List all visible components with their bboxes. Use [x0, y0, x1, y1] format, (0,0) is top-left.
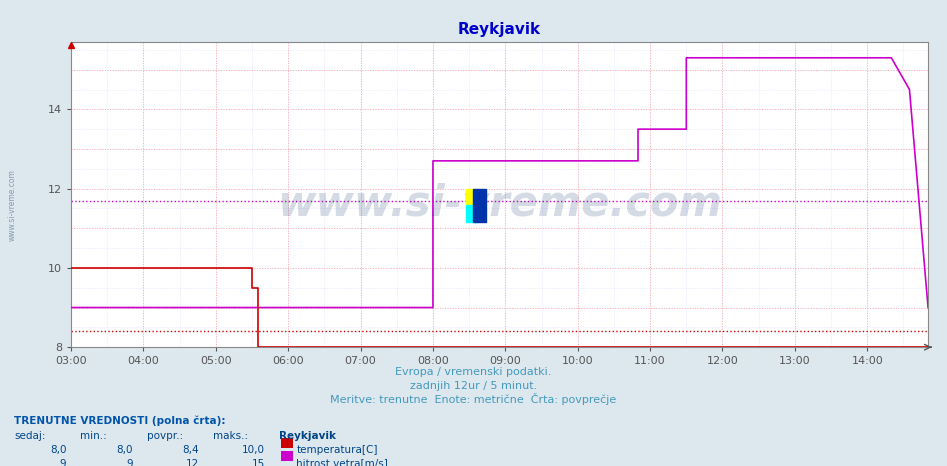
Text: min.:: min.:	[80, 431, 107, 440]
Text: hitrost vetra[m/s]: hitrost vetra[m/s]	[296, 459, 388, 466]
Title: Reykjavik: Reykjavik	[458, 21, 541, 37]
Text: maks.:: maks.:	[213, 431, 248, 440]
Text: zadnjih 12ur / 5 minut.: zadnjih 12ur / 5 minut.	[410, 381, 537, 391]
Text: Evropa / vremenski podatki.: Evropa / vremenski podatki.	[395, 367, 552, 377]
Text: povpr.:: povpr.:	[147, 431, 183, 440]
Text: 8,0: 8,0	[50, 445, 66, 455]
Text: sedaj:: sedaj:	[14, 431, 45, 440]
Text: 9: 9	[126, 459, 133, 466]
Text: 9: 9	[60, 459, 66, 466]
Text: 10,0: 10,0	[242, 445, 265, 455]
Text: 8,0: 8,0	[116, 445, 133, 455]
Bar	[466, 206, 477, 222]
Text: 12: 12	[186, 459, 199, 466]
Text: TRENUTNE VREDNOSTI (polna črta):: TRENUTNE VREDNOSTI (polna črta):	[14, 416, 225, 426]
Text: www.si-vreme.com: www.si-vreme.com	[8, 169, 17, 241]
Text: temperatura[C]: temperatura[C]	[296, 445, 378, 455]
Text: www.si-vreme.com: www.si-vreme.com	[277, 183, 722, 225]
Text: Meritve: trenutne  Enote: metrične  Črta: povprečje: Meritve: trenutne Enote: metrične Črta: …	[331, 393, 616, 405]
Bar	[466, 189, 477, 206]
Text: Reykjavik: Reykjavik	[279, 431, 336, 440]
Text: 15: 15	[252, 459, 265, 466]
Bar	[473, 189, 486, 222]
Text: 8,4: 8,4	[182, 445, 199, 455]
